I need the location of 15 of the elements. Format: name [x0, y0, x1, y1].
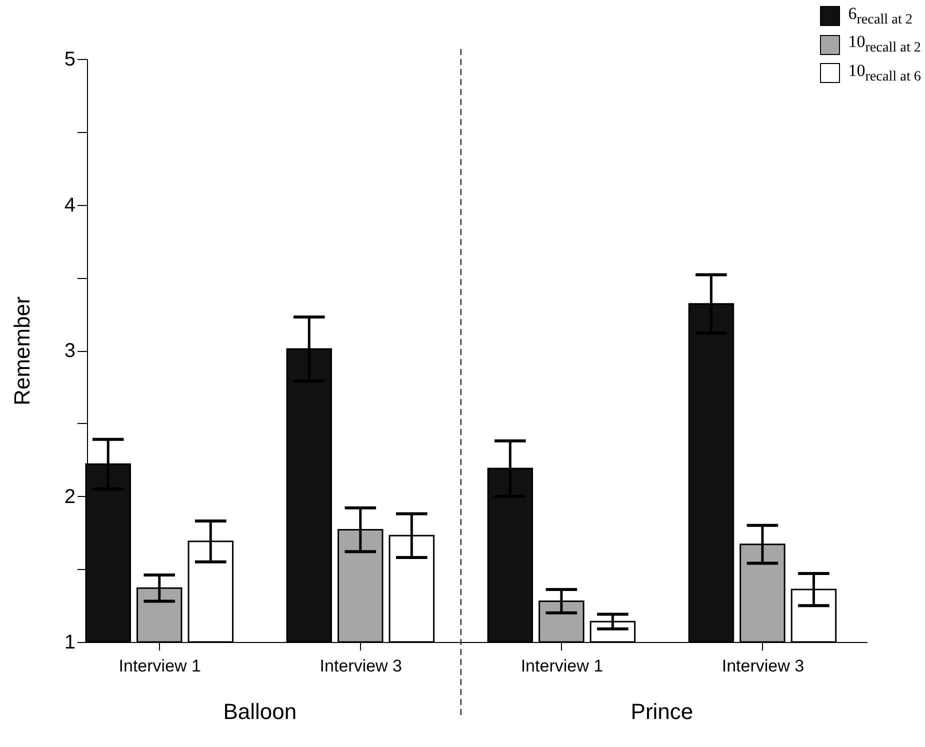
x-tick-label: Interview 3: [722, 656, 804, 676]
y-tick-label: 1: [64, 632, 76, 654]
legend-label: 6$_{recall at 2}$: [848, 4, 912, 28]
y-tick-label: 3: [64, 340, 76, 362]
x-tick-label: Interview 1: [520, 656, 604, 676]
y-axis-title: Remember: [9, 296, 34, 406]
x-tick-label: Interview 1: [118, 656, 201, 676]
text: Balloon: [223, 699, 297, 724]
y-tick-label: 4: [64, 194, 76, 216]
y-tick-label: 5: [64, 48, 76, 70]
legend-label: 10$_{recall at 2}$: [848, 32, 921, 57]
x-tick-label: Interview 3: [320, 656, 402, 676]
y-tick-label: 2: [64, 486, 76, 508]
text: Prince: [630, 699, 694, 724]
legend-label: 10$_{recall at 6}$: [848, 60, 921, 86]
